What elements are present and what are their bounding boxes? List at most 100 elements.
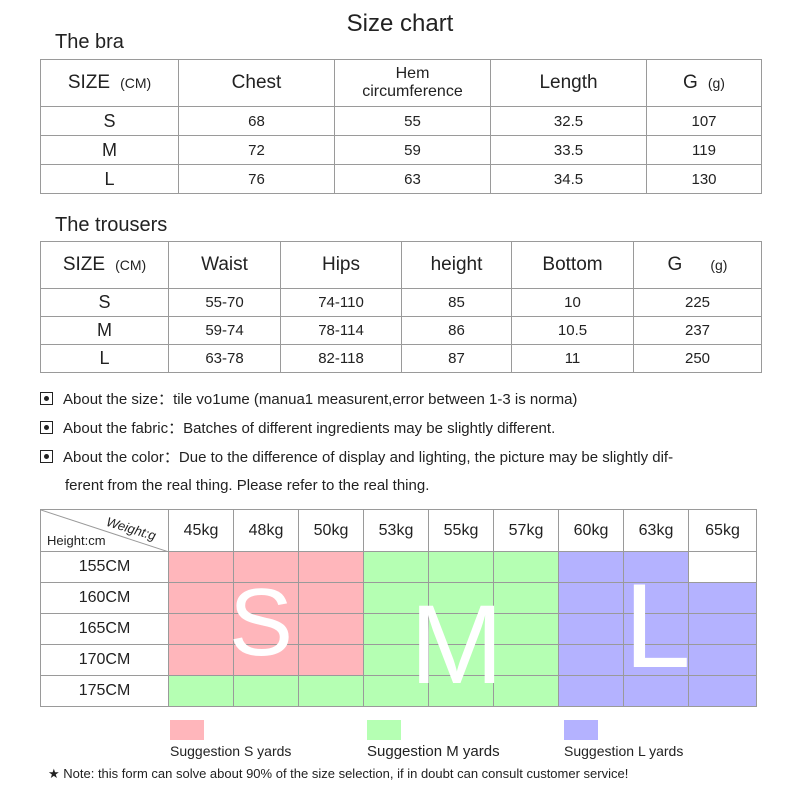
bullet-icon: [40, 392, 53, 405]
size-cell-m: [428, 613, 494, 645]
weight-column-header: 57kg: [493, 509, 559, 552]
size-header: SIZE (CM): [40, 59, 179, 107]
size-cell-e: [688, 551, 757, 583]
size-cell-s: [233, 644, 299, 676]
size-cell-s: [168, 582, 234, 614]
grid-row: 165CM: [40, 613, 757, 645]
height-header: height: [401, 241, 512, 289]
table-header-row: SIZE (CM) Waist Hips height Bottom G (g): [40, 241, 762, 289]
table-cell: 130: [646, 164, 762, 194]
size-letter-s: S: [229, 569, 294, 676]
table-cell: 78-114: [280, 316, 402, 345]
size-cell-s: [168, 551, 234, 583]
size-header: SIZE (CM): [40, 241, 169, 289]
size-cell-m: [428, 551, 494, 583]
table-cell: 82-118: [280, 344, 402, 373]
note-color: About the color：Due to the difference of…: [40, 443, 673, 472]
size-letter-l: L: [624, 559, 691, 693]
note-label: About the color：: [63, 449, 179, 466]
size-cell-s: [233, 582, 299, 614]
size-cell-m: [298, 675, 364, 707]
size-cell-m: [493, 644, 559, 676]
legend-swatch-s: [170, 720, 204, 740]
size-cell-l: [558, 644, 624, 676]
note-size: About the size：tile vo1ume (manua1 measu…: [40, 385, 577, 414]
grid-row: 160CM: [40, 582, 757, 614]
size-cell-m: [363, 675, 429, 707]
size-cell-s: [298, 582, 364, 614]
bra-size-table: SIZE (CM) Chest Hem circumference Length …: [40, 59, 762, 194]
table-row: M 72 59 33.5 119: [40, 135, 762, 165]
size-cell-m: [493, 551, 559, 583]
table-cell: 250: [633, 344, 762, 373]
size-cell-m: [493, 675, 559, 707]
table-header-row: SIZE (CM) Chest Hem circumference Length …: [40, 59, 762, 107]
bullet-icon: [40, 421, 53, 434]
table-cell: 72: [178, 135, 335, 165]
table-row: M 59-74 78-114 86 10.5 237: [40, 316, 762, 345]
bullet-icon: [40, 450, 53, 463]
table-row: S 55-70 74-110 85 10 225: [40, 288, 762, 317]
height-row-header: 155CM: [40, 551, 169, 583]
size-cell: M: [40, 316, 169, 345]
grid-row: 170CM: [40, 644, 757, 676]
size-cell-s: [298, 551, 364, 583]
size-cell-s: [298, 613, 364, 645]
legend-label-l: Suggestion L yards: [564, 743, 684, 759]
trousers-section-title: The trousers: [55, 214, 168, 236]
table-row: L 63-78 82-118 87 11 250: [40, 344, 762, 373]
hips-header: Hips: [280, 241, 402, 289]
waist-header: Waist: [168, 241, 281, 289]
table-cell: 86: [401, 316, 512, 345]
height-row-header: 165CM: [40, 613, 169, 645]
note-color-continued: ferent from the real thing. Please refer…: [65, 477, 430, 494]
note-label: About the fabric：: [63, 420, 184, 437]
height-row-header: 175CM: [40, 675, 169, 707]
grid-row: 155CM: [40, 551, 757, 583]
chest-header: Chest: [178, 59, 335, 107]
grid-header-row: Weight:g Height:cm 45kg 48kg 50kg 53kg 55kg 5…: [40, 509, 757, 552]
page-title: Size chart: [346, 10, 454, 37]
size-cell-l: [623, 675, 689, 707]
size-cell-l: [558, 551, 624, 583]
table-cell: 74-110: [280, 288, 402, 317]
height-row-header: 160CM: [40, 582, 169, 614]
weight-column-header: 50kg: [298, 509, 364, 552]
grid-corner: Weight:g Height:cm: [40, 509, 169, 552]
size-cell-m: [363, 551, 429, 583]
size-cell-m: [428, 675, 494, 707]
note-text: Due to the difference of display and lig…: [178, 449, 674, 466]
hem-header: Hem circumference: [334, 59, 491, 107]
size-cell: L: [40, 164, 179, 194]
size-cell-l: [623, 644, 689, 676]
table-cell: 68: [178, 106, 335, 136]
size-cell-l: [623, 551, 689, 583]
table-cell: 55: [334, 106, 491, 136]
weight-column-header: 63kg: [623, 509, 689, 552]
size-cell-l: [558, 613, 624, 645]
legend-label-s: Suggestion S yards: [170, 743, 292, 759]
weight-header: G (g): [646, 59, 762, 107]
size-cell-l: [688, 644, 757, 676]
size-cell-l: [688, 613, 757, 645]
size-cell-l: [688, 675, 757, 707]
table-cell: 33.5: [490, 135, 647, 165]
table-cell: 59: [334, 135, 491, 165]
table-cell: 225: [633, 288, 762, 317]
weight-column-header: 55kg: [428, 509, 494, 552]
note-text: Batches of different ingredients may be …: [183, 420, 556, 437]
size-cell-m: [363, 644, 429, 676]
grid-row: 175CM: [40, 675, 757, 707]
table-cell: 76: [178, 164, 335, 194]
footnote: ★ Note: this form can solve about 90% of…: [48, 766, 629, 781]
length-header: Length: [490, 59, 647, 107]
size-cell-l: [623, 582, 689, 614]
size-letter-m: M: [410, 582, 504, 707]
size-cell-l: [558, 582, 624, 614]
height-row-header: 170CM: [40, 644, 169, 676]
weight-header: G (g): [633, 241, 762, 289]
size-cell: M: [40, 135, 179, 165]
weight-column-header: 48kg: [233, 509, 299, 552]
size-cell-s: [233, 613, 299, 645]
size-cell-m: [493, 613, 559, 645]
